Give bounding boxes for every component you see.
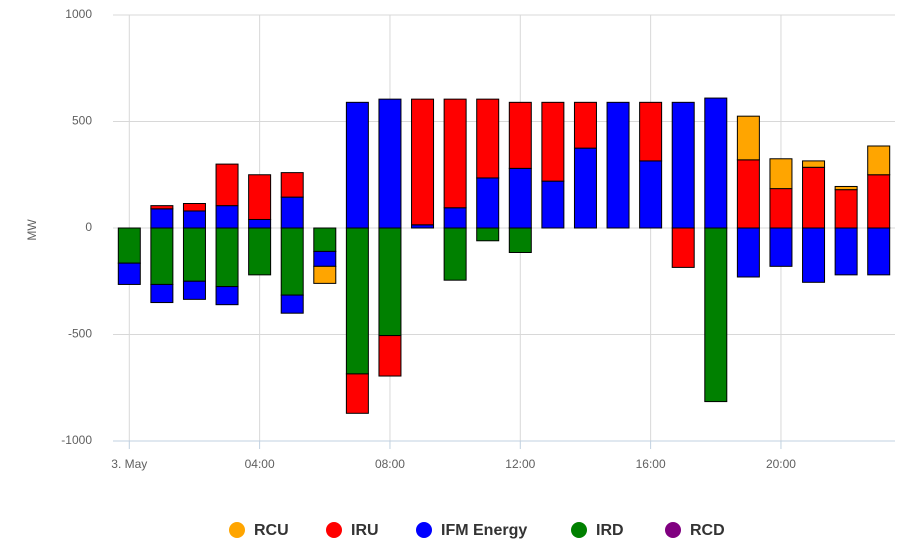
bar <box>248 218 272 229</box>
legend-symbol <box>416 522 432 538</box>
bar <box>182 227 206 282</box>
bar <box>443 227 467 281</box>
legend-label: RCU <box>254 522 289 539</box>
bar <box>802 160 826 168</box>
y-tick-label: -1000 <box>61 433 92 447</box>
bar <box>182 203 206 212</box>
bar <box>378 335 402 377</box>
bar <box>280 172 304 198</box>
bar <box>248 174 272 220</box>
bar <box>313 227 337 252</box>
bar <box>508 227 532 253</box>
bar <box>280 227 304 296</box>
bar <box>802 166 826 229</box>
x-tick-label: 08:00 <box>375 457 405 471</box>
bar <box>280 196 304 229</box>
bar <box>639 101 663 162</box>
bar <box>508 101 532 169</box>
bar <box>411 98 435 226</box>
bar <box>867 227 891 276</box>
bar <box>215 163 239 207</box>
legend-symbol <box>326 522 342 538</box>
bar <box>541 180 565 229</box>
bar <box>867 174 891 229</box>
bar <box>802 227 826 283</box>
bar <box>573 147 597 229</box>
legend-label: IRU <box>351 522 379 539</box>
bar <box>736 159 760 229</box>
bar <box>736 115 760 161</box>
bar <box>541 101 565 182</box>
bar <box>443 98 467 209</box>
bar <box>704 97 728 229</box>
bar <box>345 101 369 229</box>
x-tick-label: 3. May <box>111 457 147 471</box>
legend-label: IRD <box>596 522 624 539</box>
bar <box>345 227 369 375</box>
bar <box>215 227 239 288</box>
x-tick-label: 12:00 <box>505 457 535 471</box>
bar <box>573 101 597 149</box>
bar <box>215 205 239 229</box>
bar <box>704 227 728 403</box>
legend-symbol <box>665 522 681 538</box>
bar <box>769 158 793 190</box>
bar <box>769 188 793 229</box>
bar <box>280 294 304 314</box>
x-tick-label: 16:00 <box>636 457 666 471</box>
bar <box>182 210 206 229</box>
bar <box>117 262 141 285</box>
bar <box>248 227 272 276</box>
bar <box>867 145 891 176</box>
y-axis-title: MW <box>25 219 39 241</box>
bar <box>639 160 663 229</box>
legend-symbol <box>571 522 587 538</box>
bar <box>834 189 858 229</box>
legend-symbol <box>229 522 245 538</box>
bar <box>736 227 760 278</box>
bar <box>117 227 141 264</box>
bar <box>150 227 174 285</box>
bar <box>150 208 174 229</box>
bar <box>476 177 500 229</box>
legend-label: RCD <box>690 522 725 539</box>
bar <box>508 167 532 229</box>
bar <box>476 98 500 179</box>
bar <box>378 98 402 229</box>
bar <box>313 265 337 284</box>
bar <box>215 286 239 306</box>
bar <box>313 250 337 267</box>
bar <box>150 205 174 210</box>
bar <box>378 227 402 337</box>
y-tick-label: 1000 <box>65 7 92 21</box>
y-tick-label: 500 <box>72 114 92 128</box>
y-tick-label: -500 <box>68 327 92 341</box>
bar <box>606 101 630 229</box>
bar <box>769 227 793 267</box>
bar <box>834 185 858 191</box>
x-tick-label: 04:00 <box>245 457 275 471</box>
bar <box>150 283 174 304</box>
bar <box>443 207 467 229</box>
bar <box>345 373 369 414</box>
y-tick-label: 0 <box>85 220 92 234</box>
x-tick-label: 20:00 <box>766 457 796 471</box>
bar <box>671 101 695 229</box>
bar <box>182 280 206 300</box>
bar <box>834 227 858 276</box>
bar <box>671 227 695 268</box>
legend-label: IFM Energy <box>441 522 527 539</box>
bar <box>476 227 500 242</box>
